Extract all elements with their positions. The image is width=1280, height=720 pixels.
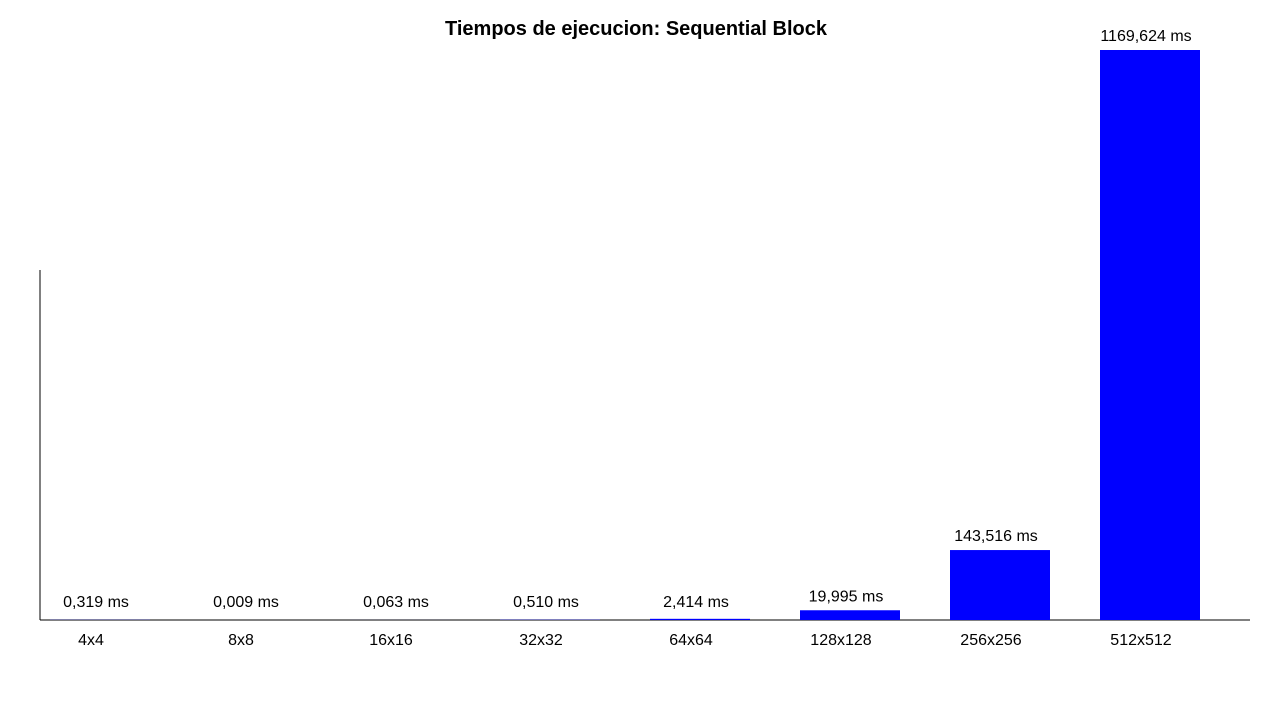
data-label-32x32: 0,510 ms — [513, 594, 579, 611]
x-tick-label-256x256: 256x256 — [960, 632, 1021, 649]
x-tick-label-64x64: 64x64 — [669, 632, 713, 649]
bar-64x64 — [650, 618, 750, 620]
bar-512x512 — [1100, 50, 1200, 620]
data-label-256x256: 143,516 ms — [954, 528, 1038, 545]
x-tick-label-32x32: 32x32 — [519, 632, 563, 649]
data-label-64x64: 2,414 ms — [663, 594, 729, 611]
x-tick-label-128x128: 128x128 — [810, 632, 871, 649]
data-label-512x512: 1169,624 ms — [1100, 28, 1191, 45]
x-tick-label-4x4: 4x4 — [78, 632, 104, 649]
data-label-4x4: 0,319 ms — [63, 594, 129, 611]
data-label-16x16: 0,063 ms — [363, 594, 429, 611]
data-label-128x128: 19,995 ms — [809, 588, 884, 605]
x-tick-label-16x16: 16x16 — [369, 632, 413, 649]
x-tick-label-8x8: 8x8 — [228, 632, 254, 649]
x-tick-label-512x512: 512x512 — [1110, 632, 1171, 649]
bar-256x256 — [950, 550, 1050, 620]
data-label-8x8: 0,009 ms — [213, 594, 279, 611]
chart-title: Tiempos de ejecucion: Sequential Block — [445, 18, 827, 40]
bar-128x128 — [800, 610, 900, 620]
